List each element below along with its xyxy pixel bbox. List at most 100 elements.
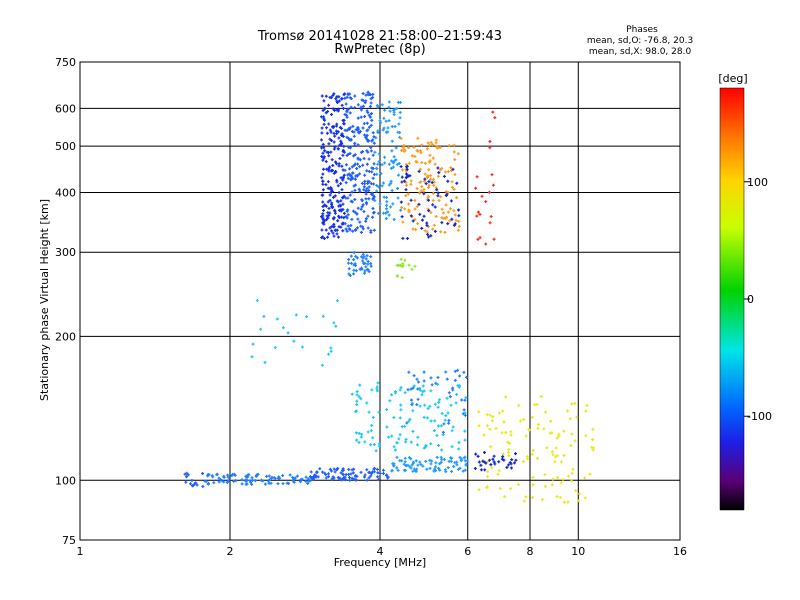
data-point [331, 125, 335, 129]
data-point [463, 398, 467, 402]
data-point [484, 200, 488, 204]
data-point [344, 163, 348, 167]
data-point [349, 97, 353, 101]
data-point [533, 403, 537, 407]
data-point [479, 463, 483, 467]
data-point [377, 160, 381, 164]
data-point [489, 215, 493, 219]
data-point [349, 199, 353, 203]
data-point [458, 466, 462, 470]
data-point [348, 274, 352, 278]
data-point [370, 424, 374, 428]
data-point [341, 134, 345, 138]
data-point [477, 424, 481, 428]
data-point [399, 208, 403, 212]
data-point [347, 127, 351, 131]
data-point [502, 458, 506, 462]
data-point [343, 96, 347, 100]
data-point [321, 172, 325, 176]
data-point [185, 475, 189, 479]
data-point [364, 93, 368, 97]
data-point [436, 375, 440, 379]
data-point [453, 173, 457, 177]
data-point [367, 197, 371, 201]
data-point [395, 466, 399, 470]
data-point [366, 226, 370, 230]
data-point [336, 130, 340, 134]
data-point [364, 136, 368, 140]
data-point [339, 139, 343, 143]
data-point [336, 235, 340, 239]
data-point [321, 204, 325, 208]
x-tick-label: 1 [77, 545, 84, 558]
data-point [440, 448, 444, 452]
data-point [447, 421, 451, 425]
data-point [384, 130, 388, 134]
data-point [372, 141, 376, 145]
data-point [351, 471, 355, 475]
data-point [403, 460, 407, 464]
data-point [591, 437, 595, 441]
data-point [255, 473, 259, 477]
data-point [352, 258, 356, 262]
data-point [328, 193, 332, 197]
data-point [250, 355, 254, 359]
data-point [345, 229, 349, 233]
data-point [438, 398, 442, 402]
data-point [573, 439, 577, 443]
data-point [573, 401, 577, 405]
data-point [411, 469, 415, 473]
data-point [368, 93, 372, 97]
data-point [381, 181, 385, 185]
data-point [418, 212, 422, 216]
data-point [344, 181, 348, 185]
data-point [348, 167, 352, 171]
data-point [403, 456, 407, 460]
data-point [330, 189, 334, 193]
data-point [313, 473, 317, 477]
data-point [425, 221, 429, 225]
data-point [346, 92, 350, 96]
data-point [440, 167, 444, 171]
data-point [416, 149, 420, 153]
data-point [324, 204, 328, 208]
data-point [402, 462, 406, 466]
data-point [395, 163, 399, 167]
data-point [519, 419, 523, 423]
data-point [334, 97, 338, 101]
data-point [203, 479, 207, 483]
data-point [255, 298, 259, 302]
data-point [381, 128, 385, 132]
data-point [363, 173, 367, 177]
data-point [356, 217, 360, 221]
data-point [403, 207, 407, 211]
data-point [488, 427, 492, 431]
data-point [371, 436, 375, 440]
data-point [400, 175, 404, 179]
x-tick-label: 10 [571, 545, 585, 558]
data-point [341, 150, 345, 154]
data-point [409, 179, 413, 183]
data-point [524, 434, 528, 438]
data-point [457, 385, 461, 389]
colorbar-tick-label: 0 [747, 293, 754, 306]
data-point [354, 474, 358, 478]
data-point [376, 129, 380, 133]
data-point [401, 146, 405, 150]
data-point [449, 403, 453, 407]
data-point [376, 381, 380, 385]
data-point [446, 170, 450, 174]
data-point [341, 229, 345, 233]
data-point [413, 467, 417, 471]
data-point [401, 220, 405, 224]
data-point [355, 390, 359, 394]
data-point [378, 471, 382, 475]
data-point [397, 122, 401, 126]
data-point [339, 471, 343, 475]
data-point [453, 378, 457, 382]
data-point [497, 469, 501, 473]
data-point [422, 370, 426, 374]
data-point [331, 205, 335, 209]
data-point [390, 469, 394, 473]
data-point [363, 114, 367, 118]
